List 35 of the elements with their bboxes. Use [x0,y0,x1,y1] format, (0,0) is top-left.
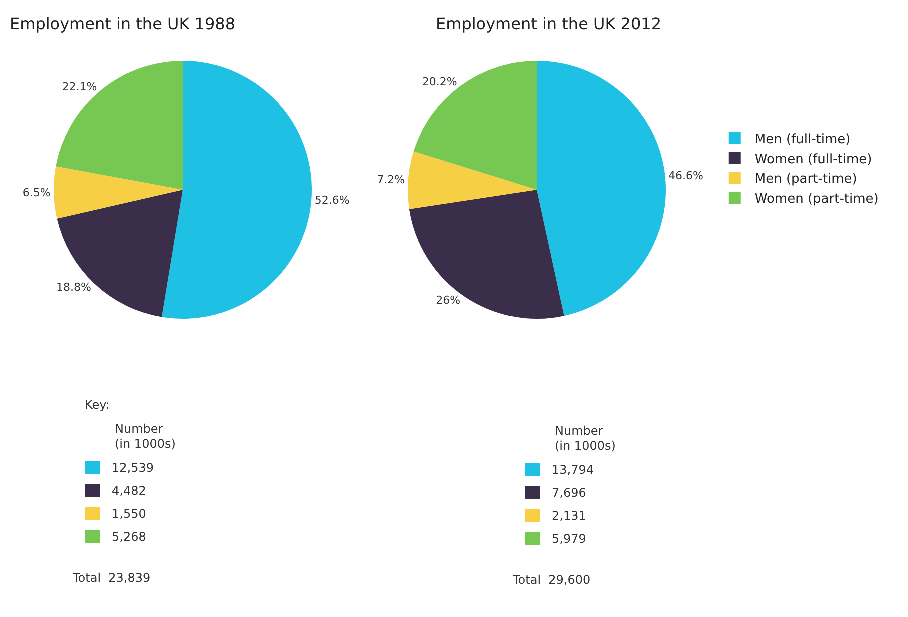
legend-label: Women (part-time) [754,192,879,208]
legend-label: Men (full-time) [754,132,851,148]
chart-title: Employment in the UK 1988 [10,14,236,34]
pie-slice [57,190,183,318]
data-label: 20.2% [422,75,458,88]
text: Number (in 1000s) [555,424,616,454]
text: Key: [85,396,111,414]
text: 13,794 [552,462,594,476]
data-label: 52.6% [314,194,350,208]
data-label: 18.8% [56,280,92,294]
text: 12,539 [112,460,154,474]
data-label: 6.5% [22,186,51,200]
text: Total 29,600 [513,572,592,588]
legend-label: Women (full-time) [754,152,872,168]
text: 4,482 [112,484,146,498]
legend-label: Men (part-time) [754,172,858,188]
pie-slice [56,61,183,190]
pie-slice [409,190,564,319]
pie-slice [537,61,666,316]
text: 5,979 [552,532,586,546]
text: Number (in 1000s) [115,422,176,452]
pie-slice [408,152,537,210]
data-label: 7.2% [377,174,406,187]
pie-slice [162,61,312,319]
text: Total 23,839 [73,570,152,586]
text: 2,131 [552,508,586,522]
pie-slice [414,61,537,190]
text: 7,696 [552,486,586,500]
data-label: 46.6% [668,170,704,183]
pie-slice [54,166,183,219]
text: 5,268 [112,530,146,544]
data-label: 22.1% [62,80,98,94]
text: 1,550 [112,506,146,520]
chart-title: Employment in the UK 2012 [436,14,662,34]
data-label: 26% [436,294,461,308]
